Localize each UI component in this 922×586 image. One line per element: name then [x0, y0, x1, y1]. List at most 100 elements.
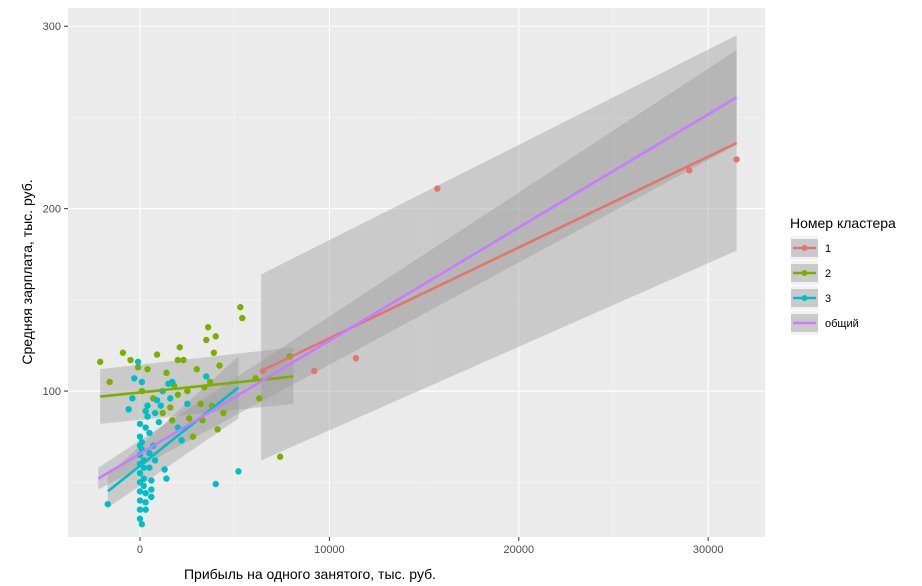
grid-minor — [68, 8, 765, 537]
point-cluster-2 — [134, 364, 142, 371]
point-cluster-3 — [163, 475, 170, 482]
x-axis: 0 10000 20000 30000 — [137, 537, 724, 556]
point-cluster-3 — [168, 378, 176, 386]
point-cluster-1 — [352, 355, 360, 362]
point-cluster-2 — [159, 409, 166, 417]
point-cluster-2 — [96, 358, 104, 366]
ribbon-cluster-3 — [107, 356, 239, 508]
point-cluster-2 — [153, 351, 161, 358]
y-tick-label: 300 — [43, 21, 61, 33]
x-axis-title: Прибыль на одного занятого, тыс. руб. — [184, 566, 436, 582]
legend-label: 2 — [825, 268, 831, 280]
point-cluster-3 — [104, 500, 111, 508]
point-cluster-3 — [212, 480, 219, 488]
legend: Номер кластера 1 2 3 общий — [790, 215, 896, 335]
point-cluster-3 — [138, 521, 146, 528]
point-cluster-3 — [134, 358, 142, 366]
point-cluster-3 — [146, 464, 153, 471]
fit-line-overall — [97, 96, 738, 480]
legend-title: Номер кластера — [790, 215, 896, 231]
point-cluster-2 — [180, 356, 187, 364]
point-cluster-2 — [174, 356, 182, 364]
point-cluster-3 — [125, 406, 132, 413]
y-tick-label: 100 — [43, 386, 61, 398]
ribbon-cluster-1 — [261, 35, 737, 461]
point-cluster-3 — [142, 490, 149, 497]
fit-line-cluster-3 — [106, 386, 240, 493]
legend-key-point — [801, 295, 808, 301]
point-cluster-1 — [311, 367, 318, 375]
point-cluster-3 — [140, 482, 147, 490]
point-cluster-2 — [106, 378, 113, 386]
point-cluster-2 — [163, 369, 170, 377]
point-cluster-3 — [146, 429, 153, 437]
point-cluster-3 — [142, 424, 149, 431]
legend-key-point — [801, 270, 808, 276]
point-cluster-3 — [203, 373, 210, 380]
scatter-points — [96, 156, 740, 528]
point-cluster-3 — [136, 488, 144, 495]
legend-label: 1 — [825, 243, 831, 255]
point-cluster-3 — [151, 409, 159, 417]
legend-label: 3 — [825, 293, 831, 305]
point-cluster-2 — [204, 324, 212, 331]
point-cluster-3 — [184, 400, 191, 408]
point-cluster-3 — [167, 395, 174, 402]
point-cluster-2 — [174, 391, 182, 398]
point-cluster-3 — [178, 437, 185, 444]
point-cluster-2 — [276, 453, 284, 460]
point-cluster-3 — [136, 433, 144, 440]
point-cluster-2 — [256, 395, 263, 402]
x-tick-label: 30000 — [693, 544, 724, 556]
point-cluster-3 — [151, 457, 159, 464]
point-cluster-3 — [136, 506, 144, 513]
point-cluster-3 — [136, 497, 144, 504]
point-cluster-3 — [153, 396, 161, 404]
y-axis: 100 200 300 — [43, 21, 68, 398]
point-cluster-2 — [239, 314, 246, 322]
point-cluster-3 — [136, 469, 144, 477]
point-cluster-2 — [176, 344, 183, 351]
point-cluster-1 — [733, 156, 740, 163]
point-cluster-2 — [203, 336, 210, 344]
point-cluster-3 — [148, 486, 155, 493]
point-cluster-3 — [138, 378, 146, 386]
fit-lines — [97, 96, 738, 493]
plot-panel — [68, 8, 765, 537]
point-cluster-2 — [216, 362, 223, 369]
point-cluster-3 — [235, 468, 242, 475]
point-cluster-3 — [129, 395, 136, 402]
point-cluster-3 — [136, 515, 144, 522]
point-cluster-3 — [144, 413, 151, 420]
x-tick-label: 0 — [137, 544, 143, 556]
point-cluster-2 — [186, 415, 193, 422]
point-cluster-3 — [136, 420, 144, 428]
point-cluster-3 — [155, 418, 163, 426]
point-cluster-2 — [189, 433, 197, 440]
point-cluster-3 — [142, 506, 149, 513]
point-cluster-3 — [161, 466, 168, 473]
point-cluster-2 — [237, 303, 244, 311]
point-cluster-2 — [127, 356, 134, 364]
point-cluster-1 — [686, 167, 693, 174]
point-cluster-3 — [148, 477, 155, 484]
point-cluster-2 — [167, 404, 174, 411]
point-cluster-3 — [140, 464, 147, 471]
point-cluster-3 — [142, 407, 149, 415]
fit-line-cluster-2 — [100, 375, 294, 398]
point-cluster-2 — [220, 409, 227, 417]
y-axis-title: Средняя зарплата, тыс. руб. — [19, 179, 35, 364]
point-cluster-2 — [119, 349, 127, 356]
legend-key-point — [801, 245, 808, 251]
point-cluster-3 — [131, 375, 138, 382]
point-cluster-3 — [142, 499, 149, 506]
point-cluster-2 — [184, 387, 191, 395]
point-cluster-3 — [146, 449, 153, 457]
point-cluster-2 — [168, 417, 176, 424]
x-tick-label: 20000 — [503, 544, 534, 556]
point-cluster-1 — [434, 185, 441, 192]
point-cluster-3 — [138, 438, 146, 446]
legend-label: общий — [825, 318, 859, 330]
point-cluster-3 — [144, 402, 151, 409]
